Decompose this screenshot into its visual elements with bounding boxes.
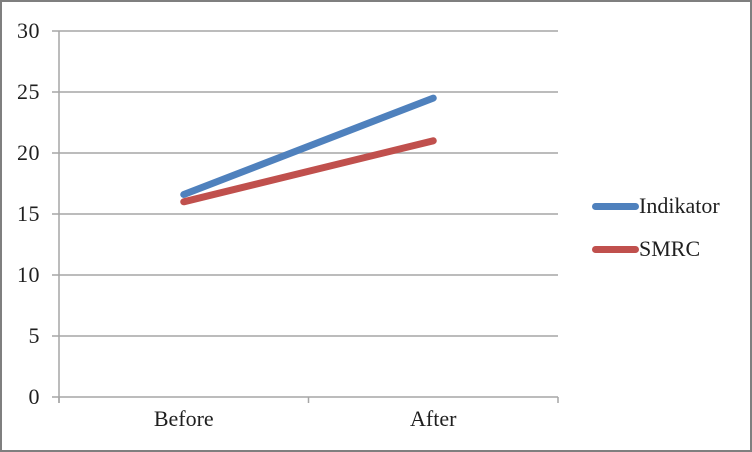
smrc-line-swatch <box>592 245 639 253</box>
indikator-line-swatch <box>592 202 639 210</box>
y-axis-tick-label-5: 5 <box>28 323 40 348</box>
x-axis-labels: Before After <box>59 406 558 432</box>
y-axis-tick-label-25: 25 <box>17 79 40 104</box>
y-axis-tick-label-0: 0 <box>28 384 40 409</box>
y-axis-tick-label-15: 15 <box>17 201 40 226</box>
x-axis-label-after: After <box>410 406 457 431</box>
legend-label-smrc: SMRC <box>639 236 701 261</box>
y-axis-tick-label-10: 10 <box>17 262 40 287</box>
legend-item-smrc: SMRC <box>592 236 700 262</box>
x-axis-label-before: Before <box>153 406 214 431</box>
legend-item-indikator: Indikator <box>592 193 720 219</box>
series-line-smrc <box>180 137 437 206</box>
y-axis-tick-label-20: 20 <box>17 140 40 165</box>
series-line-indikator <box>180 94 437 198</box>
y-axis-tick-label-30: 30 <box>17 18 40 43</box>
legend-label-indikator: Indikator <box>639 193 720 218</box>
